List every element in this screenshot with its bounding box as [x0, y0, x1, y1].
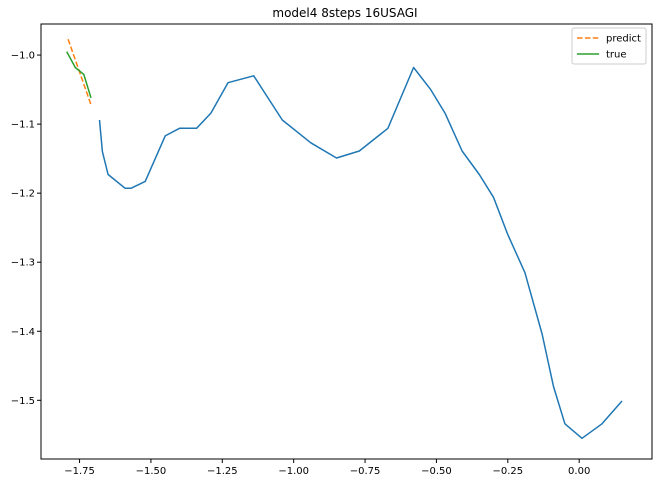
- true-series-line: [66, 51, 92, 99]
- y-tick-label: −1.0: [11, 51, 35, 62]
- y-axis-ticks: −1.0 −1.1 −1.2 −1.3 −1.4 −1.5: [11, 51, 41, 407]
- x-tick-label: −1.75: [64, 466, 95, 477]
- y-tick-label: −1.4: [11, 327, 35, 338]
- predict-series-line: [67, 38, 92, 106]
- main-series-line: [98, 66, 623, 440]
- series-layer: [66, 38, 623, 440]
- legend: predict true: [571, 27, 647, 65]
- legend-box: [571, 27, 647, 65]
- x-tick-label: −0.50: [421, 466, 452, 477]
- x-axis-ticks: −1.75 −1.50 −1.25 −1.00 −0.75 −0.50 −0.25 0.00: [64, 459, 590, 477]
- x-tick-label: −1.25: [207, 466, 238, 477]
- x-tick-label: −0.25: [492, 466, 523, 477]
- x-tick-label: 0.00: [568, 466, 590, 477]
- x-tick-label: −1.50: [136, 466, 167, 477]
- y-tick-label: −1.5: [11, 396, 35, 407]
- x-tick-label: −0.75: [350, 466, 381, 477]
- y-tick-label: −1.1: [11, 120, 35, 131]
- predict-legend-label: predict: [606, 34, 641, 45]
- y-tick-label: −1.2: [11, 189, 35, 200]
- x-tick-label: −1.00: [278, 466, 309, 477]
- plot-frame: [40, 23, 653, 460]
- true-legend-label: true: [606, 50, 627, 61]
- y-tick-label: −1.3: [11, 258, 35, 269]
- chart-title: model4 8steps 16USAGI: [272, 6, 417, 20]
